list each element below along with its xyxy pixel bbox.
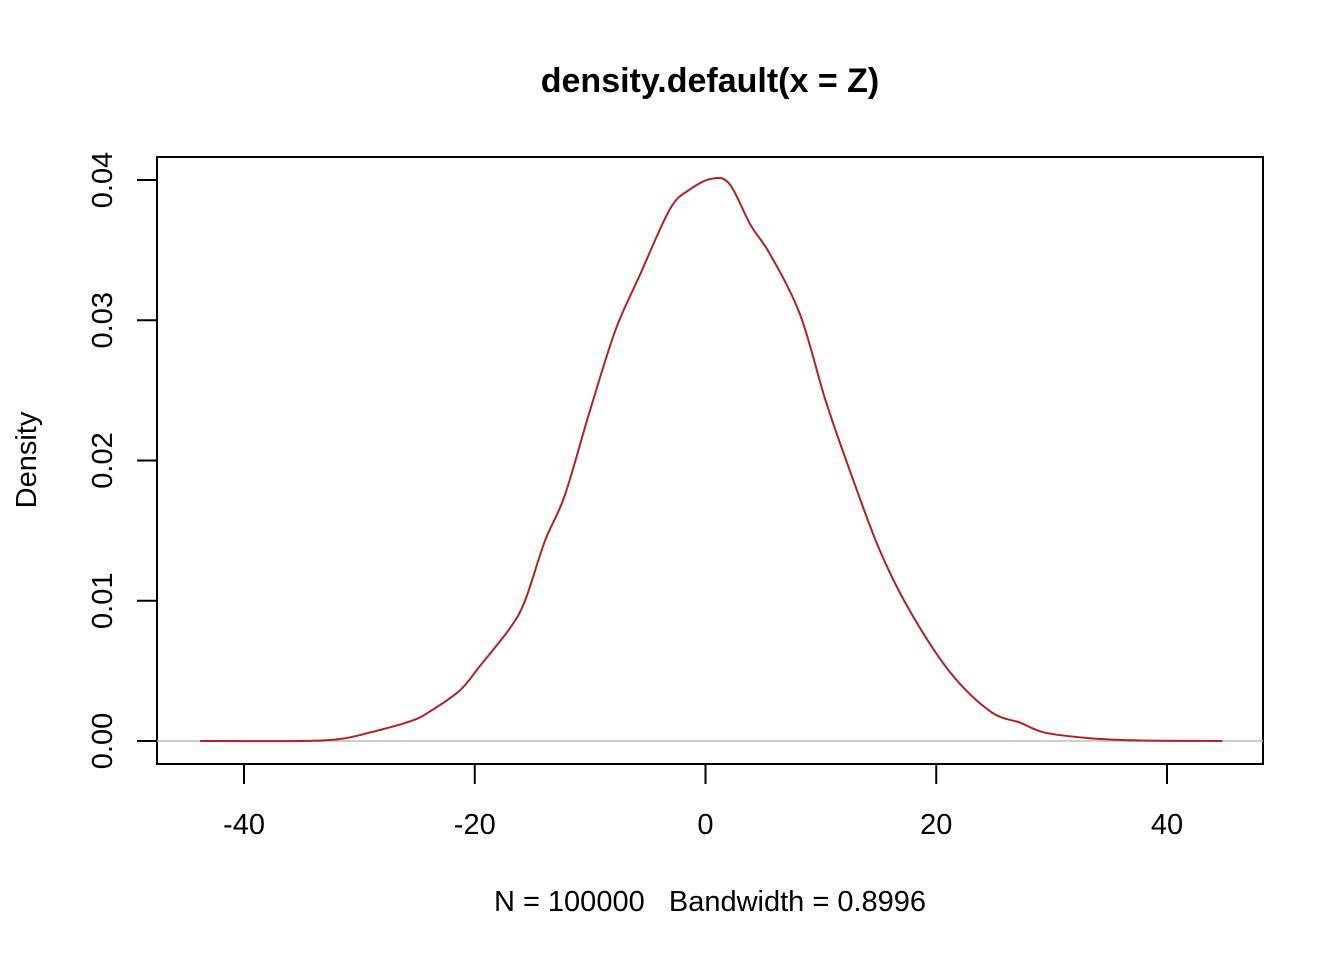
x-tick-label: 40 [1151,809,1183,841]
y-tick-label: 0.02 [87,432,119,488]
x-tick-label: -40 [223,809,265,841]
y-tick-label: 0.00 [87,713,119,769]
x-tick-label: 20 [920,809,952,841]
plot-frame [156,156,1264,765]
x-tick-label: -20 [454,809,496,841]
chart-title: density.default(x = Z) [541,62,879,100]
y-tick-label: 0.01 [87,573,119,629]
y-axis-label: Density [11,411,43,508]
density-curve [200,176,1223,743]
y-tick-label: 0.04 [87,152,119,208]
y-tick-label: 0.03 [87,292,119,348]
x-axis-label: N = 100000 Bandwidth = 0.8996 [494,886,926,918]
x-tick-label: 0 [697,809,713,841]
